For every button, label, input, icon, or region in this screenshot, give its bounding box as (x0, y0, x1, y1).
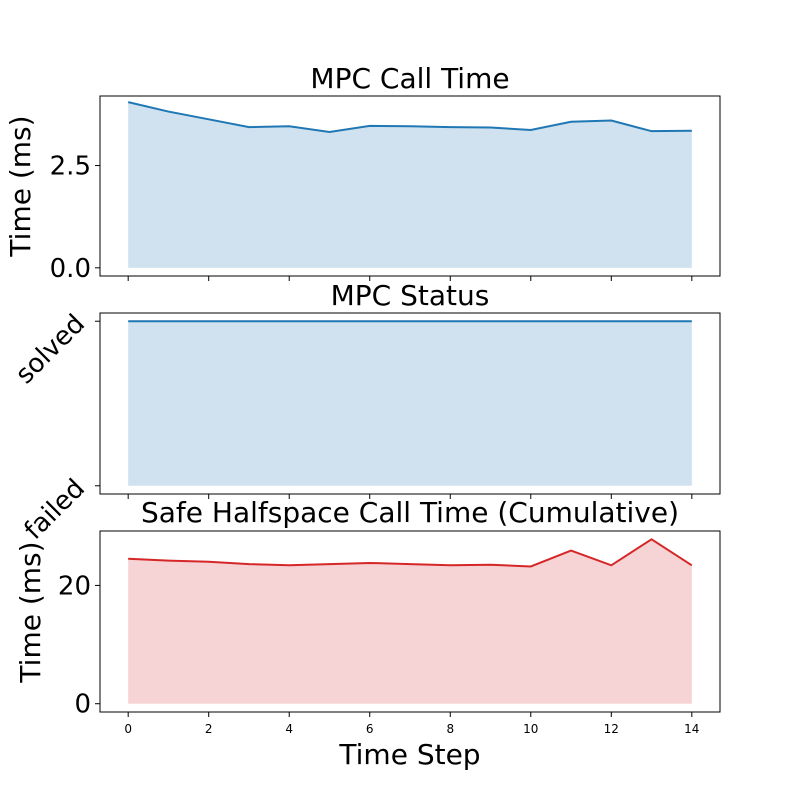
x-tick-label: 6 (366, 722, 374, 736)
x-tick-label: 0 (124, 722, 132, 736)
axes-frame (99, 530, 721, 713)
y-axis-label: Time (ms) (14, 541, 47, 683)
plot-area: 0.0 2.5 (50, 95, 721, 284)
y-axis-label: Time (ms) (4, 115, 37, 257)
chart-title: Safe Halfspace Call Time (Cumulative) (141, 496, 679, 529)
x-tick-label: 4 (285, 722, 293, 736)
chart-title: MPC Call Time (310, 62, 509, 95)
plot-area: 0 20 0 2 4 6 8 10 12 14 (58, 530, 721, 736)
x-axis-label: Time Step (338, 738, 480, 771)
y-tick-label: 0 (74, 690, 91, 720)
y-tick-label: solved (10, 309, 91, 390)
panel-mpc-call-time: MPC Call Time Time (ms) 0.0 2.5 (4, 62, 721, 284)
y-tick-label: 0.0 (50, 254, 91, 284)
y-tick-label: failed (19, 474, 91, 546)
series-line (127, 101, 692, 134)
x-tick-label: 14 (684, 722, 699, 736)
series-line (128, 538, 693, 568)
x-tick-label: 12 (604, 722, 619, 736)
x-tick-label: 2 (205, 722, 213, 736)
area-fill (128, 102, 692, 268)
x-tick-label: 8 (446, 722, 454, 736)
y-tick-label: 20 (58, 571, 91, 601)
x-tick-label: 10 (523, 722, 538, 736)
area-fill (128, 321, 692, 486)
panel-safe-halfspace-call-time: Safe Halfspace Call Time (Cumulative) Ti… (14, 496, 721, 771)
axes-frame (99, 312, 721, 495)
chart-title: MPC Status (331, 279, 490, 312)
axes-frame (99, 95, 721, 277)
y-tick-label: 2.5 (50, 152, 91, 182)
area-fill (128, 539, 692, 704)
